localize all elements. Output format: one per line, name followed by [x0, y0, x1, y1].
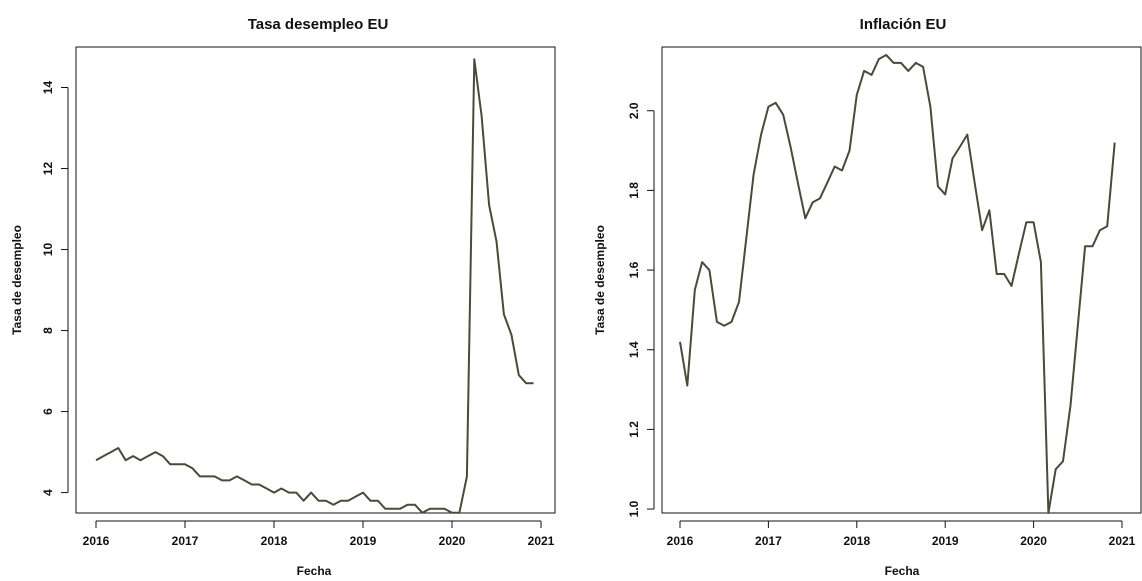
x-tick-label: 2019 [350, 534, 377, 548]
plot-frame [661, 46, 1142, 514]
y-tick-label: 1.8 [627, 182, 641, 199]
x-axis: 2016 2017 2018 2019 2020 2021 [83, 520, 555, 548]
y-tick-label: 12 [41, 162, 55, 176]
x-tick-label: 2016 [667, 534, 694, 548]
chart-title: Tasa desempleo EU [248, 16, 389, 33]
y-tick-label: 1.4 [627, 341, 641, 358]
y-axis: 4 6 8 10 12 14 [41, 81, 69, 496]
series-line [95, 58, 534, 514]
x-tick-label: 2018 [843, 534, 870, 548]
y-axis: 1.0 1.2 1.4 1.6 1.8 2.0 [627, 102, 655, 517]
series-group [95, 58, 534, 514]
series-group [679, 54, 1116, 514]
y-tick-label: 10 [41, 243, 55, 257]
y-tick-label: 14 [41, 81, 55, 95]
chart-title: Inflación EU [860, 16, 947, 33]
y-axis-label: Tasa de desempleo [593, 225, 607, 335]
plot-frame [75, 46, 556, 514]
series-line [679, 54, 1116, 514]
x-tick-label: 2021 [528, 534, 555, 548]
unemployment-chart: Tasa desempleo EU Fecha Tasa de desemple… [10, 16, 556, 578]
y-axis-label: Tasa de desempleo [10, 225, 24, 335]
x-tick-label: 2017 [172, 534, 199, 548]
inflation-chart: Inflación EU Fecha Tasa de desempleo 201… [593, 16, 1142, 578]
x-tick-label: 2019 [932, 534, 959, 548]
x-axis: 2016 2017 2018 2019 2020 2021 [667, 520, 1136, 548]
y-tick-label: 4 [41, 489, 55, 496]
y-tick-label: 1.6 [627, 261, 641, 278]
x-tick-label: 2020 [1020, 534, 1047, 548]
x-tick-label: 2021 [1109, 534, 1136, 548]
y-tick-label: 2.0 [627, 102, 641, 119]
x-tick-label: 2020 [439, 534, 466, 548]
x-tick-label: 2016 [83, 534, 110, 548]
y-tick-label: 8 [41, 327, 55, 334]
x-tick-label: 2017 [755, 534, 782, 548]
x-axis-label: Fecha [885, 564, 920, 578]
x-tick-label: 2018 [261, 534, 288, 548]
x-axis-label: Fecha [297, 564, 332, 578]
y-tick-label: 1.0 [627, 500, 641, 517]
y-tick-label: 6 [41, 408, 55, 415]
y-tick-label: 1.2 [627, 421, 641, 438]
